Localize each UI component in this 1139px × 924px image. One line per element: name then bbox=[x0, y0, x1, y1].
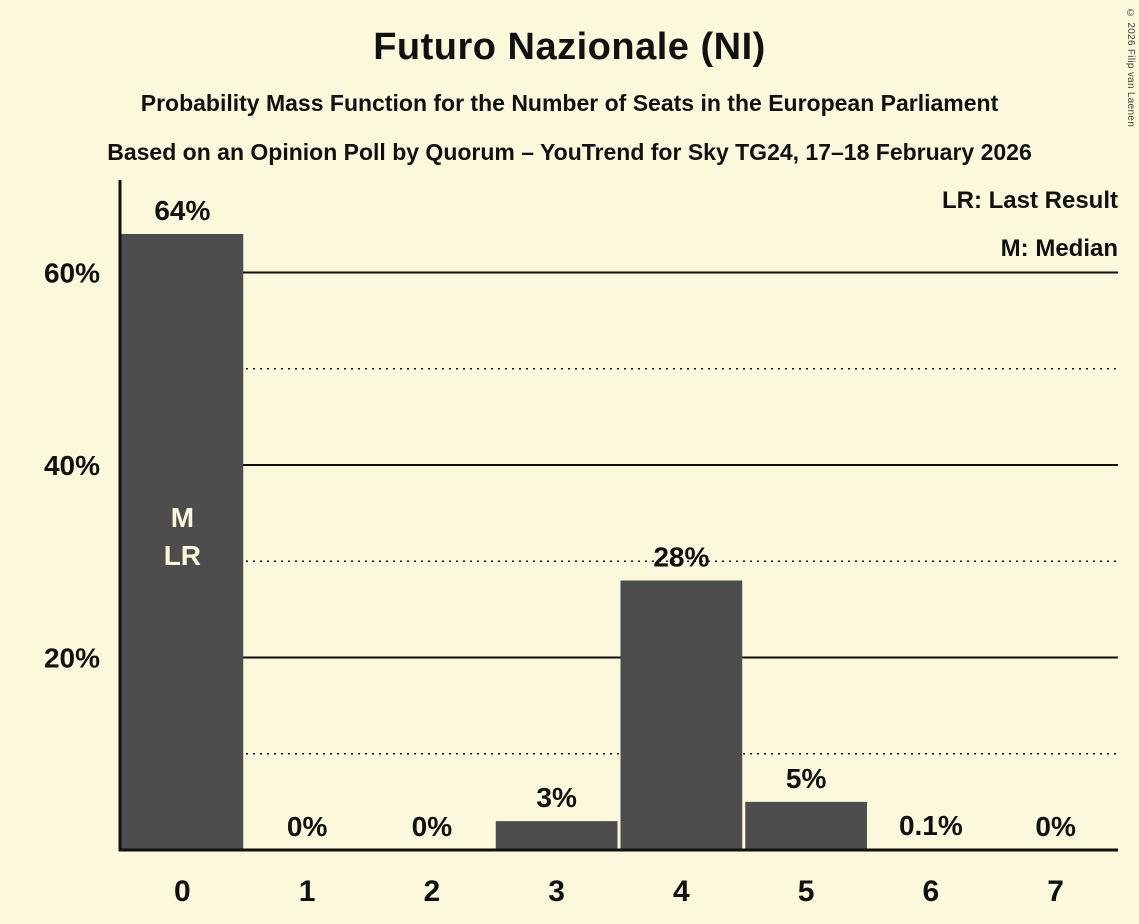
annotation-lr: LR bbox=[164, 540, 201, 571]
bar-value-label: 0.1% bbox=[899, 810, 963, 841]
copyright-notice: © 2026 Filip van Laenen bbox=[1125, 8, 1136, 128]
bar-seats-0 bbox=[121, 234, 244, 850]
chart-source-line: Based on an Opinion Poll by Quorum – You… bbox=[107, 139, 1032, 165]
bar-seats-3 bbox=[495, 821, 618, 850]
bar-value-label: 0% bbox=[412, 811, 453, 842]
page-title: Futuro Nazionale (NI) bbox=[373, 26, 766, 68]
bar-value-label: 0% bbox=[287, 811, 328, 842]
x-tick-label: 6 bbox=[923, 875, 940, 908]
x-tick-label: 3 bbox=[548, 875, 565, 908]
x-tick-label: 5 bbox=[798, 875, 815, 908]
x-tick-label: 0 bbox=[174, 875, 191, 908]
y-tick-label: 20% bbox=[44, 643, 100, 674]
bar-value-label: 28% bbox=[653, 542, 709, 573]
x-tick-label: 7 bbox=[1047, 875, 1064, 908]
bar-value-label: 5% bbox=[786, 763, 827, 794]
annotation-m: M bbox=[171, 502, 194, 533]
bar-seats-5 bbox=[745, 801, 867, 850]
bar-value-label: 3% bbox=[536, 782, 577, 813]
bar-value-label: 64% bbox=[154, 195, 210, 226]
x-tick-label: 1 bbox=[299, 875, 316, 908]
bar-seats-4 bbox=[620, 580, 743, 850]
legend-median: M: Median bbox=[1000, 235, 1118, 262]
y-tick-label: 60% bbox=[44, 258, 100, 289]
y-tick-label: 40% bbox=[44, 450, 100, 481]
x-tick-label: 2 bbox=[424, 875, 441, 908]
x-tick-label: 4 bbox=[673, 875, 690, 908]
bar-value-label: 0% bbox=[1035, 811, 1076, 842]
legend-last-result: LR: Last Result bbox=[941, 187, 1118, 214]
chart-subtitle: Probability Mass Function for the Number… bbox=[140, 90, 999, 116]
